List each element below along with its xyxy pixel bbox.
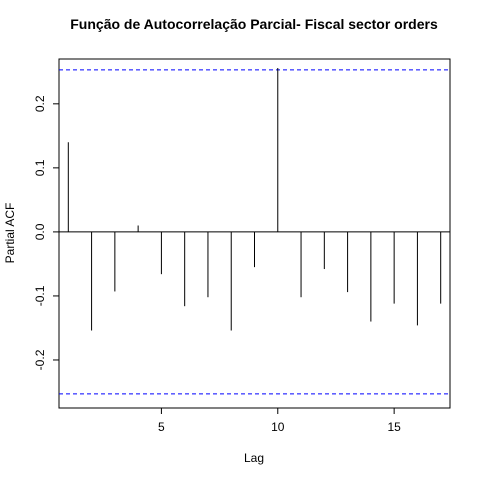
x-tick-label: 10	[271, 420, 285, 434]
y-axis-label: Partial ACF	[3, 203, 17, 264]
x-tick-label: 15	[387, 420, 401, 434]
y-axis: -0.2 -0.1 0.0 0.1 0.2	[33, 95, 60, 370]
y-tick-label: 0.2	[33, 95, 47, 112]
plot-area	[59, 67, 450, 395]
y-tick-label: -0.2	[33, 349, 47, 370]
y-tick-label: -0.1	[33, 285, 47, 306]
y-tick-label: 0.0	[33, 223, 47, 240]
x-axis: 5 10 15	[158, 407, 401, 434]
y-tick-label: 0.1	[33, 159, 47, 176]
x-tick-label: 5	[158, 420, 165, 434]
chart-title: Função de Autocorrelação Parcial- Fiscal…	[70, 16, 438, 32]
x-axis-label: Lag	[244, 451, 264, 465]
